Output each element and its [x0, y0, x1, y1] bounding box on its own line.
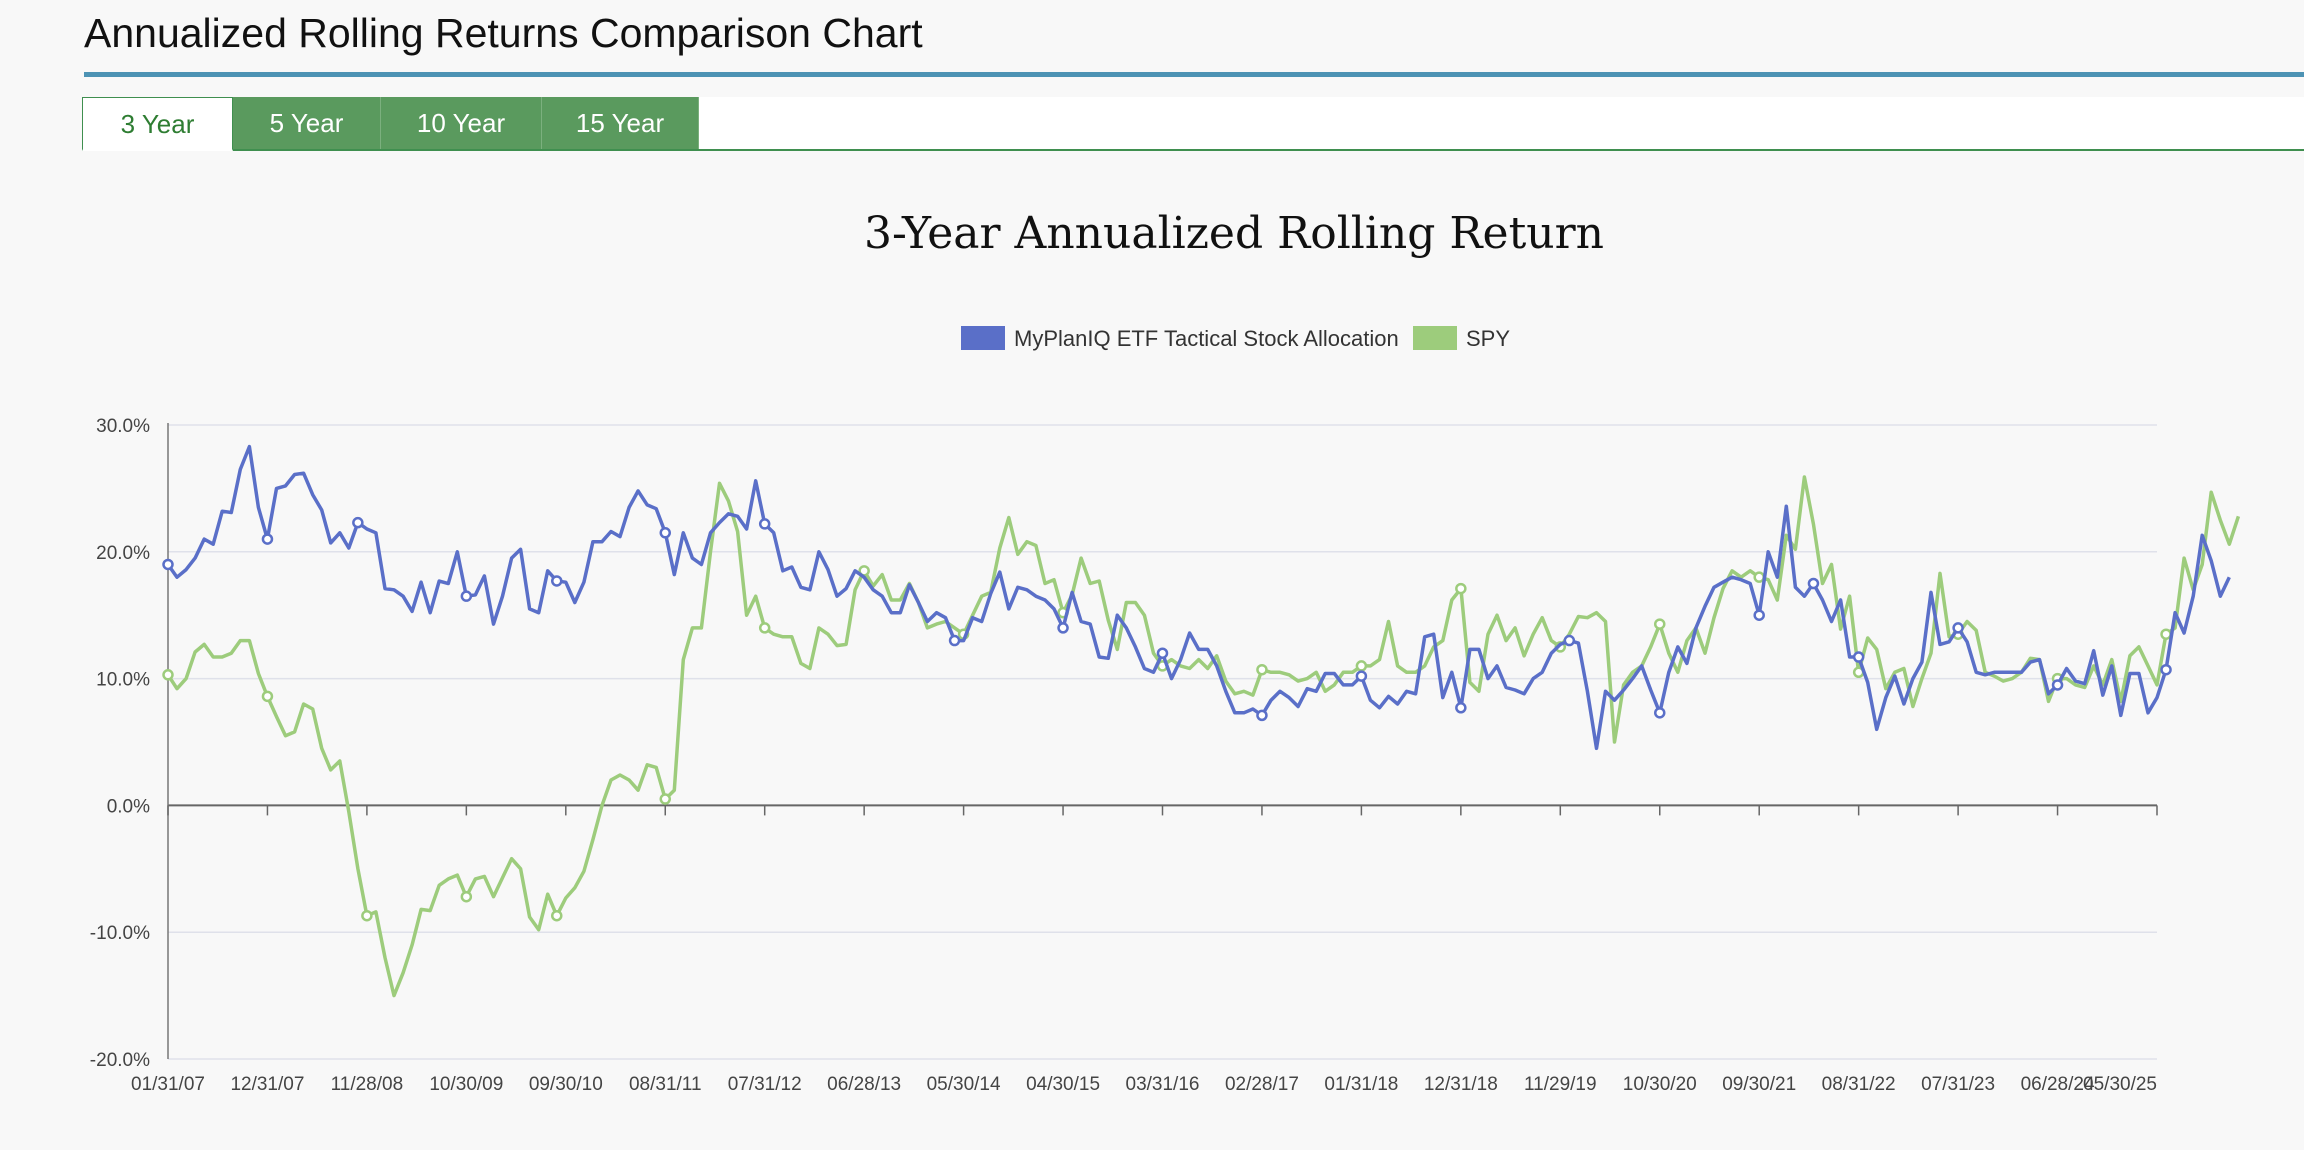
data-point-marker[interactable]	[758, 622, 771, 634]
period-tabs: 3 Year 5 Year 10 Year 15 Year	[82, 97, 2304, 151]
x-tick-label: 10/30/20	[1623, 1074, 1697, 1095]
x-tick-label: 05/30/14	[927, 1074, 1001, 1095]
data-point-marker[interactable]	[1256, 709, 1268, 722]
series-line-2[interactable]	[166, 475, 2241, 998]
tab-10-year[interactable]: 10 Year	[381, 97, 542, 149]
legend-label-series-1[interactable]: MyPlanIQ ETF Tactical Stock Allocation	[1014, 326, 1399, 351]
data-point-marker[interactable]	[1952, 622, 1964, 634]
data-point-marker[interactable]	[261, 690, 274, 703]
tab-5-year[interactable]: 5 Year	[233, 97, 381, 149]
data-point-marker[interactable]	[1355, 660, 1368, 672]
x-tick-label: 08/31/22	[1822, 1074, 1896, 1095]
data-point-marker[interactable]	[758, 518, 771, 530]
data-point-marker[interactable]	[659, 527, 671, 539]
tab-3-year[interactable]: 3 Year	[82, 97, 233, 151]
x-tick-label: 07/31/12	[728, 1074, 802, 1095]
data-point-marker[interactable]	[1563, 634, 1576, 647]
x-tick-label: 08/31/11	[629, 1074, 702, 1095]
x-tick-label: 06/28/13	[827, 1074, 901, 1095]
y-tick-label: -10.0%	[90, 923, 150, 944]
data-point-marker[interactable]	[2051, 679, 2064, 691]
x-tick-label: 11/28/08	[331, 1074, 404, 1095]
y-tick-label: 20.0%	[96, 543, 150, 564]
data-point-marker[interactable]	[361, 909, 373, 922]
data-point-marker[interactable]	[261, 533, 274, 545]
title-divider	[84, 72, 2304, 77]
data-point-marker[interactable]	[2160, 628, 2172, 640]
data-point-marker[interactable]	[162, 558, 174, 571]
rolling-return-chart: 3-Year Annualized Rolling Return MyPlanI…	[90, 208, 2241, 1095]
data-point-marker[interactable]	[1455, 702, 1467, 714]
data-point-marker[interactable]	[1654, 618, 1666, 630]
data-point-marker[interactable]	[948, 634, 961, 647]
x-tick-label: 12/31/07	[230, 1074, 304, 1095]
legend-swatch-series-1	[961, 326, 1005, 350]
y-axis: 30.0% 20.0% 10.0% 0.0% -10.0% -20.0%	[90, 416, 169, 1071]
legend-label-series-2[interactable]: SPY	[1466, 326, 1510, 351]
x-tick-label: 09/30/21	[1722, 1074, 1796, 1095]
data-point-marker[interactable]	[2160, 663, 2172, 676]
x-axis: 01/31/07 12/31/07 11/28/08 10/30/09 09/30/10…	[131, 805, 2158, 1095]
y-tick-label: -20.0%	[90, 1050, 150, 1071]
y-tick-label: 30.0%	[96, 416, 150, 437]
data-point-marker[interactable]	[1355, 670, 1368, 682]
data-point-marker[interactable]	[460, 590, 473, 602]
x-tick-label: 11/29/19	[1524, 1074, 1597, 1095]
legend-swatch-series-2	[1413, 326, 1457, 350]
x-tick-label: 06/28/24	[2021, 1074, 2095, 1095]
data-point-marker[interactable]	[551, 575, 563, 587]
data-point-marker[interactable]	[551, 909, 563, 922]
x-tick-label: 12/31/18	[1424, 1074, 1498, 1095]
y-tick-label: 0.0%	[107, 796, 150, 817]
data-point-marker[interactable]	[1057, 622, 1069, 634]
x-tick-label: 02/28/17	[1225, 1074, 1299, 1095]
data-point-marker[interactable]	[1455, 582, 1467, 595]
data-point-marker[interactable]	[1753, 609, 1765, 621]
x-tick-label: 07/31/23	[1921, 1074, 1995, 1095]
chart-title: 3-Year Annualized Rolling Return	[864, 208, 1604, 259]
data-point-marker[interactable]	[460, 890, 473, 903]
x-tick-label: 01/31/18	[1324, 1074, 1398, 1095]
tab-15-year[interactable]: 15 Year	[542, 97, 699, 149]
data-point-marker[interactable]	[1156, 647, 1169, 659]
grid-lines	[168, 424, 2157, 1060]
data-point-marker[interactable]	[659, 793, 671, 805]
series-lines	[162, 444, 2241, 998]
y-tick-label: 10.0%	[96, 670, 150, 691]
legend: MyPlanIQ ETF Tactical Stock Allocation S…	[961, 326, 1510, 351]
x-tick-label: 05/30/25	[2083, 1074, 2157, 1095]
x-tick-label: 10/30/09	[429, 1074, 503, 1095]
data-point-marker[interactable]	[1654, 707, 1666, 719]
x-tick-label: 09/30/10	[529, 1074, 603, 1095]
data-point-marker[interactable]	[352, 516, 364, 529]
data-point-marker[interactable]	[1753, 571, 1765, 583]
page-title: Annualized Rolling Returns Comparison Ch…	[84, 10, 923, 56]
data-point-marker[interactable]	[162, 669, 174, 681]
data-point-marker[interactable]	[1256, 663, 1268, 676]
x-tick-label: 03/31/16	[1126, 1074, 1200, 1095]
x-tick-label: 04/30/15	[1026, 1074, 1100, 1095]
data-point-marker[interactable]	[1807, 577, 1820, 590]
data-point-marker[interactable]	[1852, 651, 1865, 663]
series-line-1[interactable]	[166, 444, 2231, 751]
x-tick-label: 01/31/07	[131, 1074, 205, 1095]
